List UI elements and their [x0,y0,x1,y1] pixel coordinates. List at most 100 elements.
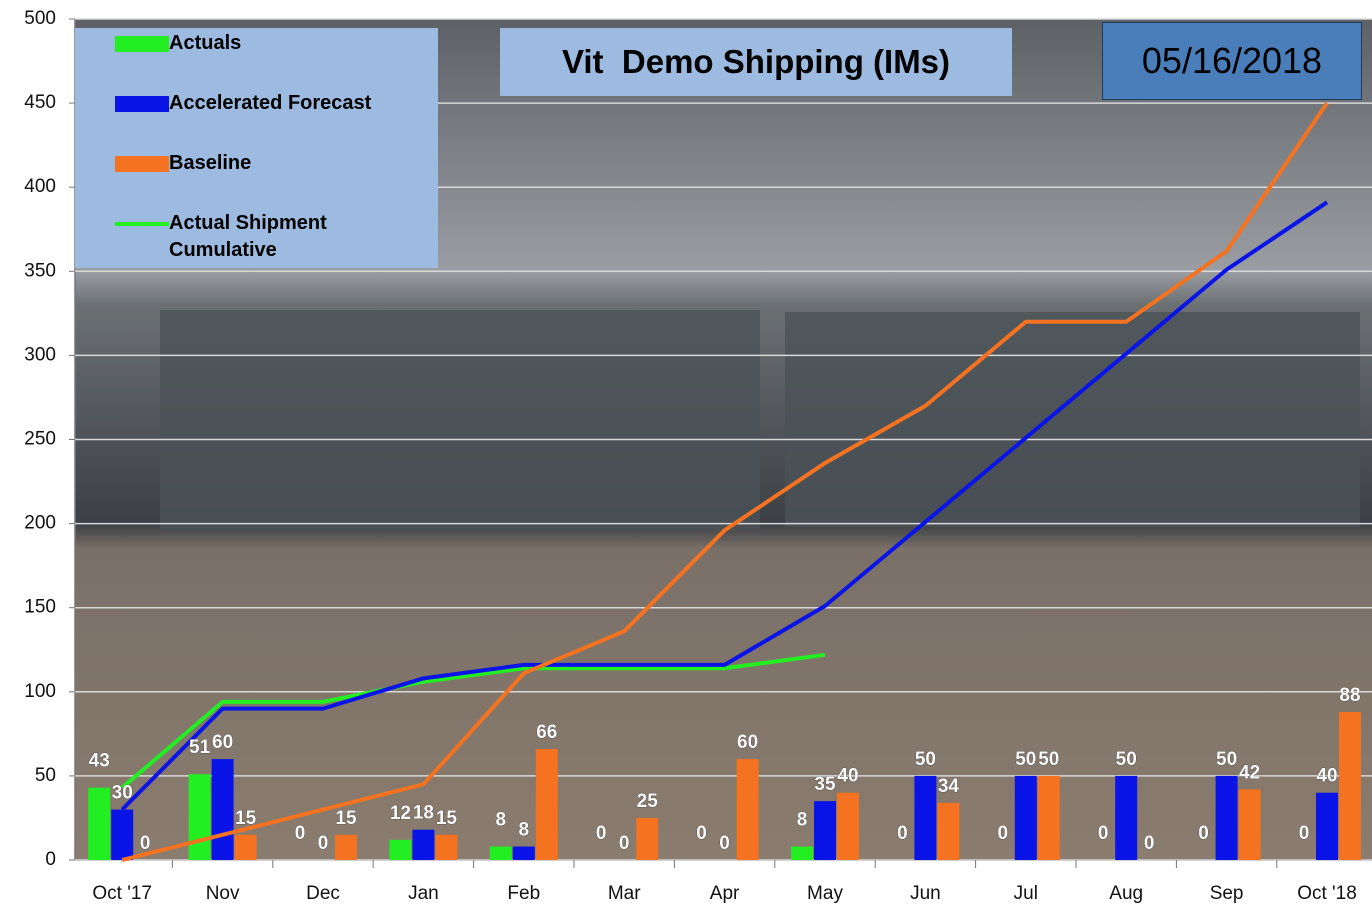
bar [914,776,936,860]
data-label: 8 [519,820,530,841]
data-label: 0 [696,823,707,844]
x-tick-label: Dec [306,883,340,904]
data-label: 0 [998,823,1009,844]
data-label: 15 [335,808,357,829]
data-label: 0 [1144,833,1155,854]
data-label: 8 [496,810,507,831]
bar [536,749,558,860]
bar [1239,789,1261,860]
bar [111,810,133,860]
x-tick-label: Feb [507,883,540,904]
legend-swatch [115,222,169,226]
bar [1216,776,1238,860]
bar [636,818,658,860]
y-tick-label: 100 [24,681,56,702]
x-tick-label: Sep [1210,883,1244,904]
legend-label: Accelerated Forecast [169,90,399,117]
legend-label: Baseline [169,150,399,177]
railcar [160,310,760,530]
bar [814,801,836,860]
legend-item: Accelerated Forecast [115,90,399,117]
bar [513,847,535,860]
data-label: 0 [619,833,630,854]
bar [412,830,434,860]
chart-title: Vit Demo Shipping (IMs) [500,28,1012,96]
y-tick-label: 300 [24,344,56,365]
bar [235,835,257,860]
bar [1015,776,1037,860]
data-label: 0 [295,823,306,844]
y-tick-label: 200 [24,513,56,534]
data-label: 0 [897,823,908,844]
legend-label: Actual Shipment Cumulative [169,210,399,264]
data-label: 43 [89,751,110,772]
legend-swatch [115,96,169,112]
bar [1339,712,1361,860]
data-label: 34 [938,776,960,797]
data-label: 60 [212,732,233,753]
y-tick-label: 150 [24,597,56,618]
y-tick-label: 350 [24,260,56,281]
data-label: 0 [318,833,329,854]
x-tick-label: Aug [1109,883,1143,904]
data-label: 40 [837,766,858,787]
data-label: 30 [112,783,133,804]
data-label: 8 [797,810,808,831]
data-label: 0 [719,833,730,854]
x-tick-label: Oct '18 [1297,883,1357,904]
bar [88,788,110,860]
data-label: 15 [436,808,458,829]
x-tick-label: Jan [408,883,439,904]
y-tick-label: 50 [35,765,56,786]
x-tick-label: Oct '17 [92,883,152,904]
data-label: 0 [1098,823,1109,844]
data-label: 15 [235,808,257,829]
data-label: 51 [189,737,211,758]
data-label: 60 [737,732,758,753]
railcar [785,312,1360,527]
x-tick-label: Nov [206,883,240,904]
data-label: 35 [814,774,836,795]
data-label: 50 [1038,749,1059,770]
x-tick-label: Mar [608,883,641,904]
x-tick-label: May [807,883,843,904]
data-label: 0 [1299,823,1310,844]
legend-swatch [115,36,169,52]
data-label: 40 [1316,766,1337,787]
data-label: 0 [1198,823,1209,844]
legend-item: Actual Shipment Cumulative [115,210,399,264]
data-label: 50 [1216,749,1237,770]
data-label: 66 [536,722,557,743]
data-label: 50 [1116,749,1137,770]
bar [389,840,411,860]
bar [1038,776,1060,860]
bar [937,803,959,860]
y-tick-label: 500 [24,8,56,29]
bar [737,759,759,860]
date-annotation: 05/16/2018 [1102,22,1362,100]
bar [189,774,211,860]
legend: Actuals Accelerated Forecast Baseline Actua… [75,28,438,268]
bar [335,835,357,860]
legend-swatch [115,156,169,172]
y-tick-label: 400 [24,176,56,197]
data-label: 12 [390,803,411,824]
x-tick-label: Jul [1014,883,1038,904]
legend-item: Actuals [115,30,399,57]
bar [1115,776,1137,860]
data-label: 50 [1015,749,1036,770]
y-tick-label: 450 [24,92,56,113]
y-tick-label: 0 [45,849,56,870]
data-label: 88 [1339,685,1360,706]
legend-label: Actuals [169,30,399,57]
page: {"chart_data": { "type": "bar", "title":… [0,0,1372,908]
data-label: 42 [1239,762,1260,783]
bar [1316,793,1338,860]
bar [490,847,512,860]
x-tick-label: Jun [910,883,941,904]
legend-item: Baseline [115,150,399,177]
bar [837,793,859,860]
data-label: 0 [140,833,151,854]
x-tick-label: Apr [710,883,740,904]
bar [791,847,813,860]
